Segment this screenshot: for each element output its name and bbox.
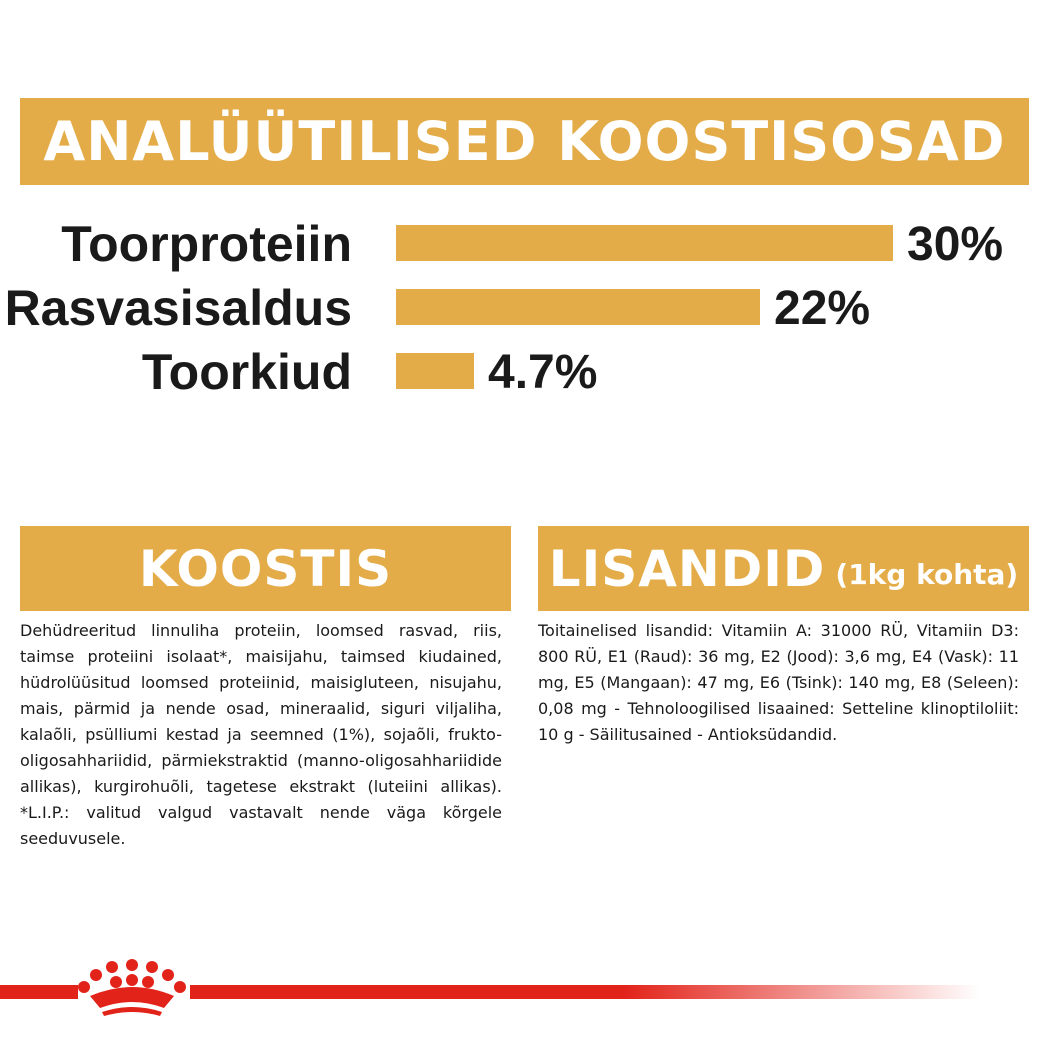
analytical-constituents-banner: ANALÜÜTILISED KOOSTISOSAD <box>20 98 1029 185</box>
footer-red-line-right <box>190 985 980 999</box>
additives-text: Toitainelised lisandid: Vitamiin A: 3100… <box>538 621 1019 744</box>
nutrient-label: Toorproteiin <box>61 216 352 272</box>
composition-title: KOOSTIS <box>138 539 393 598</box>
nutrient-bar <box>396 289 760 325</box>
additives-title: LISANDID <box>548 539 826 598</box>
nutrient-value-label: 4.7% <box>488 346 598 399</box>
crown-logo-icon <box>78 959 186 1016</box>
composition-text: Dehüdreeritud linnuliha proteiin, loomse… <box>20 621 502 848</box>
additives-subtitle: (1kg kohta) <box>835 558 1019 591</box>
analytical-constituents-title: ANALÜÜTILISED KOOSTISOSAD <box>43 110 1006 173</box>
nutrient-label: Toorkiud <box>141 344 352 400</box>
nutrient-value-label: 30% <box>907 218 1004 271</box>
nutrient-label: Rasvasisaldus <box>4 280 352 336</box>
nutrient-value-label: 22% <box>774 282 871 335</box>
composition-banner: KOOSTIS <box>20 526 511 611</box>
additives-banner: LISANDID (1kg kohta) <box>538 526 1029 611</box>
footer-red-line-left <box>0 985 78 999</box>
nutrient-bar <box>396 353 474 389</box>
nutrient-bar <box>396 225 893 261</box>
